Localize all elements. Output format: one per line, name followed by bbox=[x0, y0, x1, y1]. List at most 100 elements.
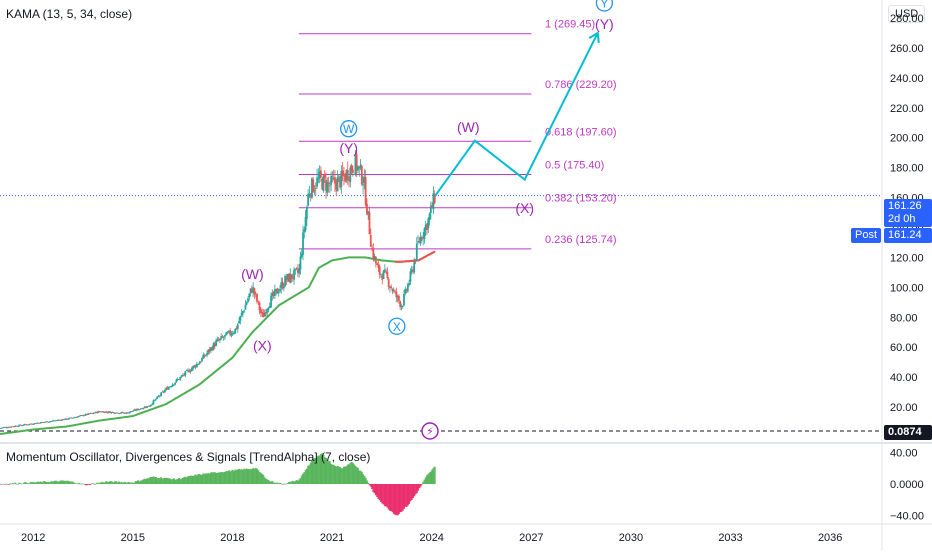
candle-body bbox=[195, 363, 198, 368]
osc-bar bbox=[355, 467, 358, 484]
osc-bar bbox=[169, 478, 172, 484]
fib-label: 0.618 (197.60) bbox=[545, 126, 617, 138]
osc-bar bbox=[141, 480, 143, 484]
osc-bar bbox=[222, 472, 225, 484]
osc-bar bbox=[409, 484, 412, 502]
candle-body bbox=[277, 292, 280, 294]
candle-body bbox=[189, 371, 192, 372]
osc-bar bbox=[133, 482, 136, 484]
oscillator-layer[interactable] bbox=[0, 453, 436, 516]
oscillator-label[interactable]: Momentum Oscillator, Divergences & Signa… bbox=[6, 450, 371, 464]
osc-bar bbox=[225, 471, 228, 484]
osc-bar bbox=[423, 479, 426, 484]
osc-bar bbox=[119, 482, 122, 484]
candle-body bbox=[355, 154, 358, 171]
candle-body bbox=[349, 167, 352, 182]
y-tick-label: 80.00 bbox=[890, 312, 918, 324]
osc-bar bbox=[124, 482, 127, 484]
y-tick-label: 180.00 bbox=[890, 163, 924, 175]
x-tick-label: 2036 bbox=[818, 532, 842, 544]
candle-body bbox=[38, 422, 41, 424]
osc-bar bbox=[229, 471, 232, 484]
osc-bar bbox=[117, 481, 120, 484]
candle-body bbox=[74, 417, 77, 418]
x-tick-label: 2021 bbox=[320, 532, 344, 544]
candle-body bbox=[106, 412, 109, 414]
osc-bar bbox=[226, 471, 229, 484]
currency-button[interactable]: USD bbox=[888, 5, 926, 23]
candle-body bbox=[414, 259, 417, 261]
y-tick-label: 240.00 bbox=[890, 73, 924, 85]
osc-bar bbox=[0, 484, 3, 485]
candle-body bbox=[273, 289, 276, 296]
osc-bar bbox=[25, 482, 28, 484]
wave-circle bbox=[388, 317, 406, 335]
candle-body bbox=[271, 293, 274, 297]
osc-bar bbox=[381, 484, 384, 504]
osc-bar bbox=[128, 482, 131, 484]
candle-body bbox=[279, 289, 281, 292]
osc-bar bbox=[175, 479, 178, 484]
candle-body bbox=[307, 194, 310, 206]
osc-bar bbox=[2, 483, 5, 485]
candle-body bbox=[91, 413, 93, 414]
candle-body bbox=[174, 382, 177, 385]
osc-bar bbox=[368, 484, 371, 486]
wave-labels: (W) (X) (Y) W X (W) (X) (Y) Y bbox=[241, 0, 614, 354]
candle-body bbox=[308, 193, 311, 196]
candle-body bbox=[9, 426, 12, 428]
osc-bar bbox=[323, 457, 326, 484]
osc-bar bbox=[405, 484, 408, 507]
candle-body bbox=[412, 269, 414, 272]
osc-bar bbox=[343, 466, 345, 484]
osc-bar bbox=[330, 463, 333, 484]
osc-bar bbox=[417, 484, 420, 491]
candle-body bbox=[368, 212, 371, 235]
candle-body bbox=[350, 165, 353, 172]
osc-bar bbox=[298, 479, 301, 484]
candle-body bbox=[272, 292, 275, 296]
osc-bar bbox=[27, 483, 30, 484]
candle-body bbox=[42, 422, 45, 423]
osc-bar bbox=[272, 482, 275, 484]
osc-bar bbox=[180, 478, 183, 484]
osc-bar bbox=[112, 482, 115, 484]
osc-bar bbox=[340, 468, 343, 484]
candle-body bbox=[4, 427, 7, 428]
osc-bar bbox=[275, 483, 278, 484]
candle-body bbox=[282, 286, 285, 289]
candle-body bbox=[433, 194, 436, 204]
osc-bar bbox=[178, 478, 180, 484]
osc-bar bbox=[414, 484, 417, 495]
candle-body bbox=[97, 411, 100, 413]
osc-bar bbox=[422, 481, 425, 484]
osc-bar bbox=[354, 465, 357, 484]
candle-body bbox=[313, 189, 316, 191]
osc-bar bbox=[215, 472, 218, 484]
osc-bar bbox=[385, 484, 388, 507]
candle-body bbox=[70, 417, 73, 419]
osc-bar bbox=[244, 469, 247, 484]
kama-layer bbox=[0, 250, 436, 435]
osc-bar bbox=[240, 469, 243, 484]
osc-bar bbox=[286, 483, 289, 484]
osc-bar bbox=[55, 480, 58, 484]
candle-body bbox=[378, 266, 381, 275]
osc-bar bbox=[156, 477, 159, 484]
candle-body bbox=[109, 411, 111, 414]
osc-bar bbox=[183, 477, 186, 484]
osc-bar bbox=[373, 484, 376, 494]
y-tick-label: 20.00 bbox=[890, 402, 918, 414]
osc-bar bbox=[336, 465, 339, 484]
osc-bar bbox=[220, 471, 223, 484]
candles-layer[interactable] bbox=[0, 150, 436, 429]
candle-body bbox=[185, 370, 188, 371]
osc-bar bbox=[314, 458, 317, 484]
wave-label: Y bbox=[600, 0, 608, 10]
candle-body bbox=[65, 418, 68, 420]
osc-bar bbox=[349, 462, 352, 484]
candle-body bbox=[280, 282, 283, 289]
osc-bar bbox=[266, 479, 269, 484]
indicator-label[interactable]: KAMA (13, 5, 34, close) bbox=[6, 7, 133, 21]
